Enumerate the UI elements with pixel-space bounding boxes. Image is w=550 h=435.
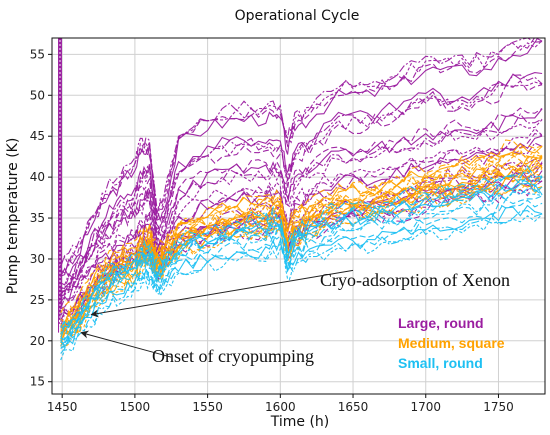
series-line (60, 162, 543, 334)
annotations: Cryo-adsorption of Xenon Onset of cryopu… (80, 269, 510, 366)
series-line (60, 204, 543, 348)
series-line (60, 170, 543, 335)
series-line (60, 108, 543, 295)
series-line (60, 167, 543, 341)
series-line (60, 214, 543, 361)
series-line (60, 74, 543, 286)
y-tick-label: 50 (30, 88, 45, 102)
series-line (60, 38, 543, 275)
x-tick-label: 1500 (120, 400, 151, 414)
legend: Large, round Medium, square Small, round (398, 315, 505, 371)
series-line (60, 128, 543, 300)
series-line (60, 38, 539, 267)
series-line (60, 41, 543, 277)
y-tick-label: 35 (30, 211, 45, 225)
ticks: 1450 1500 1550 1600 1650 1700 1750 15 20 25 30 35 40… (30, 47, 514, 414)
x-tick-label: 1450 (47, 400, 78, 414)
series-line (60, 72, 543, 278)
series-line (60, 107, 543, 290)
x-axis-label: Time (h) (270, 414, 330, 430)
series-line (60, 181, 543, 348)
series-line (60, 199, 543, 347)
series-line (60, 81, 543, 290)
legend-entry: Medium, square (398, 335, 505, 351)
y-tick-label: 55 (30, 47, 45, 61)
series-line (60, 210, 543, 354)
x-tick-label: 1700 (410, 400, 441, 414)
x-tick-label: 1600 (265, 400, 296, 414)
annotation-cryo-adsorption: Cryo-adsorption of Xenon (320, 270, 510, 290)
series-small-round (60, 165, 543, 361)
legend-entry: Large, round (398, 315, 484, 331)
series-line (60, 40, 543, 267)
y-tick-label: 25 (30, 293, 45, 307)
y-tick-label: 30 (30, 252, 45, 266)
annotation-onset: Onset of cryopumping (152, 346, 314, 366)
series-line (60, 189, 543, 345)
series-line (60, 139, 543, 313)
x-tick-label: 1650 (338, 400, 369, 414)
annotation-arrow (90, 269, 354, 318)
plot-frame (51, 37, 546, 395)
y-tick-label: 20 (30, 334, 45, 348)
series-layer (58, 38, 543, 361)
series-line (60, 165, 543, 329)
legend-entry: Small, round (398, 355, 483, 371)
series-line (60, 175, 543, 342)
series-line (60, 113, 543, 292)
series-line (60, 119, 543, 298)
series-line (60, 152, 543, 327)
series-line (60, 153, 543, 331)
series-line (60, 148, 543, 327)
series-line (60, 178, 543, 341)
y-tick-label: 40 (30, 170, 45, 184)
series-line (60, 187, 543, 347)
series-line (60, 143, 543, 324)
chart-title: Operational Cycle (235, 8, 360, 24)
x-tick-label: 1550 (192, 400, 223, 414)
series-line (60, 132, 543, 297)
annotation-arrow (80, 330, 172, 358)
series-line (60, 182, 543, 340)
y-tick-label: 45 (30, 129, 45, 143)
y-axis-label: Pump temperature (K) (5, 138, 21, 295)
series-medium-square (60, 139, 543, 348)
series-line (60, 80, 543, 296)
x-tick-label: 1750 (483, 400, 514, 414)
y-tick-label: 15 (30, 375, 45, 389)
